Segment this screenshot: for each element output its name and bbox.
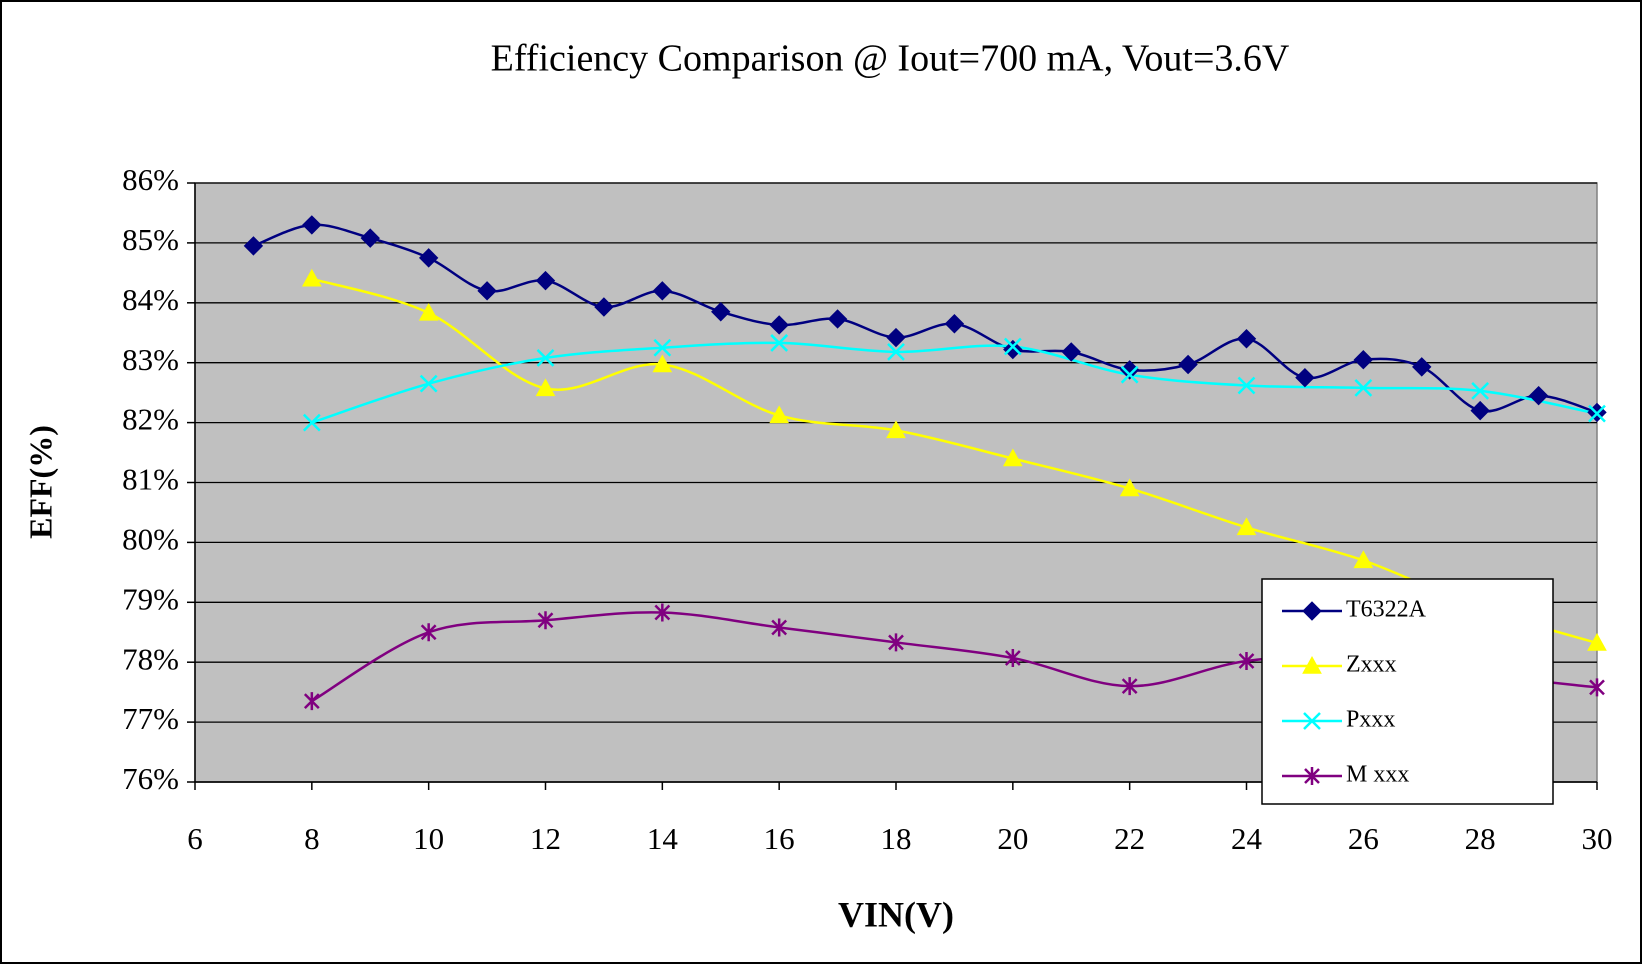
legend-marker: [1302, 601, 1322, 621]
x-tick-label: 12: [530, 821, 561, 856]
marker: [1119, 360, 1140, 380]
y-tick-label: 80%: [122, 522, 179, 557]
marker: [652, 281, 673, 301]
y-tick-label: 82%: [122, 402, 179, 437]
marker: [1238, 652, 1255, 671]
x-tick-label: 24: [1231, 821, 1263, 856]
y-tick-label: 83%: [122, 342, 179, 377]
series-line: [311, 277, 1598, 645]
marker: [1470, 400, 1490, 421]
marker: [1237, 376, 1256, 395]
marker: [1002, 448, 1023, 467]
y-tick-label: 76%: [122, 761, 179, 796]
marker: [1120, 365, 1139, 384]
marker: [1121, 677, 1138, 696]
x-tick-label: 8: [304, 821, 320, 856]
marker: [1528, 385, 1549, 406]
y-axis-label: EFF(%): [22, 425, 58, 539]
x-axis-label: VIN(V): [838, 894, 954, 934]
y-tick-label: 78%: [122, 641, 179, 676]
marker: [418, 302, 439, 321]
marker: [653, 338, 672, 357]
marker: [1589, 678, 1605, 697]
marker: [1353, 550, 1374, 569]
marker: [770, 334, 789, 352]
x-tick-label: 10: [413, 821, 444, 856]
marker: [419, 374, 438, 393]
marker: [769, 315, 789, 335]
x-tick-label: 16: [764, 821, 795, 856]
marker: [594, 297, 614, 317]
marker: [1004, 649, 1021, 668]
marker: [1412, 357, 1432, 377]
marker: [1353, 349, 1374, 370]
legend-marker: [1303, 712, 1321, 730]
marker: [1236, 329, 1257, 349]
marker: [1236, 517, 1257, 536]
y-tick-label: 79%: [122, 581, 179, 616]
x-tick-label: 20: [997, 821, 1028, 856]
marker: [771, 618, 788, 637]
y-tick-label: 84%: [122, 282, 179, 317]
marker: [652, 354, 673, 373]
marker: [944, 314, 965, 334]
marker: [477, 281, 497, 301]
marker: [1003, 339, 1023, 360]
legend-label: M xxx: [1346, 762, 1409, 788]
marker: [535, 270, 556, 291]
x-tick-label: 18: [881, 821, 912, 856]
marker: [1003, 337, 1022, 356]
x-tick-label: 22: [1114, 821, 1145, 856]
marker: [654, 603, 671, 622]
y-tick-label: 81%: [122, 462, 179, 497]
marker: [1119, 478, 1140, 497]
legend-marker: [1304, 767, 1320, 785]
x-tick-label: 28: [1465, 821, 1496, 856]
x-tick-label: 26: [1348, 821, 1379, 856]
legend-label: Zxxx: [1346, 652, 1397, 678]
marker: [243, 236, 264, 256]
marker: [537, 611, 554, 630]
marker: [1471, 381, 1490, 400]
legend-label: Pxxx: [1346, 707, 1395, 733]
marker: [1295, 367, 1315, 388]
marker: [827, 309, 848, 329]
marker: [1588, 404, 1606, 423]
marker: [301, 268, 322, 287]
marker: [303, 692, 320, 711]
legend-label: T6322A: [1346, 597, 1427, 623]
marker: [769, 405, 790, 424]
marker: [535, 378, 556, 397]
marker: [888, 633, 904, 652]
marker: [711, 302, 731, 322]
marker: [887, 343, 905, 361]
marker: [1587, 633, 1607, 651]
marker: [886, 327, 906, 348]
marker: [1061, 342, 1081, 362]
marker: [536, 349, 555, 367]
x-tick-label: 6: [187, 821, 203, 856]
series-line: [311, 341, 1598, 424]
y-tick-label: 86%: [122, 162, 179, 197]
marker: [420, 623, 437, 642]
marker: [360, 228, 380, 248]
marker: [1354, 378, 1373, 397]
marker: [1178, 354, 1198, 375]
legend-marker: [1302, 655, 1322, 674]
marker: [418, 248, 439, 268]
marker: [302, 215, 322, 235]
x-tick-label: 14: [647, 821, 679, 856]
y-tick-label: 77%: [122, 701, 179, 736]
marker: [302, 413, 321, 432]
marker: [886, 420, 906, 439]
chart-title: Efficiency Comparison @ Iout=700 mA, Vou…: [491, 38, 1290, 80]
y-tick-label: 85%: [122, 222, 179, 257]
x-tick-label: 30: [1582, 821, 1613, 856]
